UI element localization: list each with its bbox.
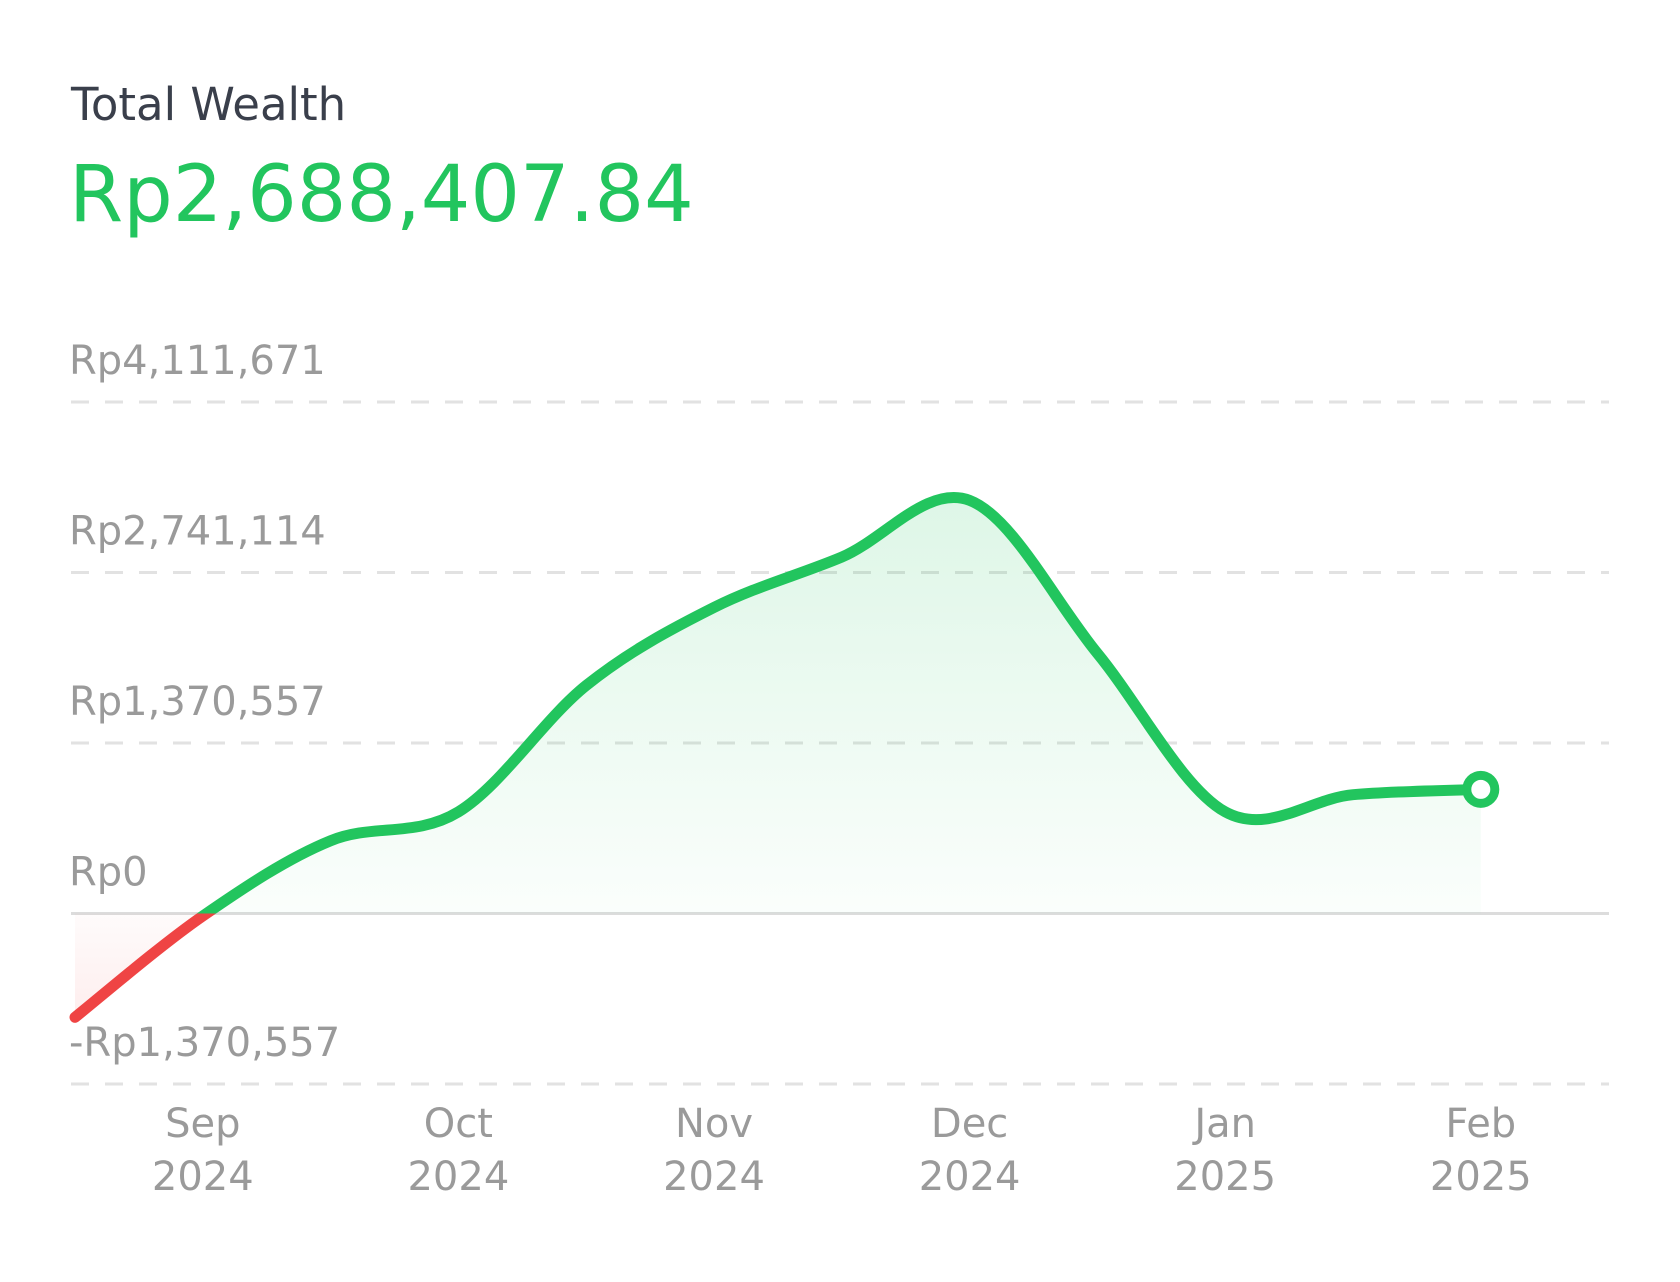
end-point [1462,770,1500,808]
area [75,497,1481,1018]
x-tick-label: Oct 2024 [407,1101,510,1200]
y-tick-label: Rp0 [69,850,148,896]
x-tick-label: Feb 2025 [1429,1101,1532,1200]
line [69,492,1487,1023]
x-tick-label: Nov 2024 [663,1101,765,1200]
x-tick-label: Sep 2024 [151,1101,254,1200]
y-tick-label: Rp1,370,557 [69,679,326,725]
card-title: Total Wealth [71,78,347,131]
x-tick-label: Dec 2024 [918,1101,1021,1200]
y-tick-label: -Rp1,370,557 [69,1020,340,1066]
total-value: Rp2,688,407.84 [69,150,694,240]
y-tick-label: Rp2,741,114 [69,509,326,555]
x-tick-label: Jan 2025 [1174,1101,1277,1200]
y-tick-label: Rp4,111,671 [69,338,326,384]
